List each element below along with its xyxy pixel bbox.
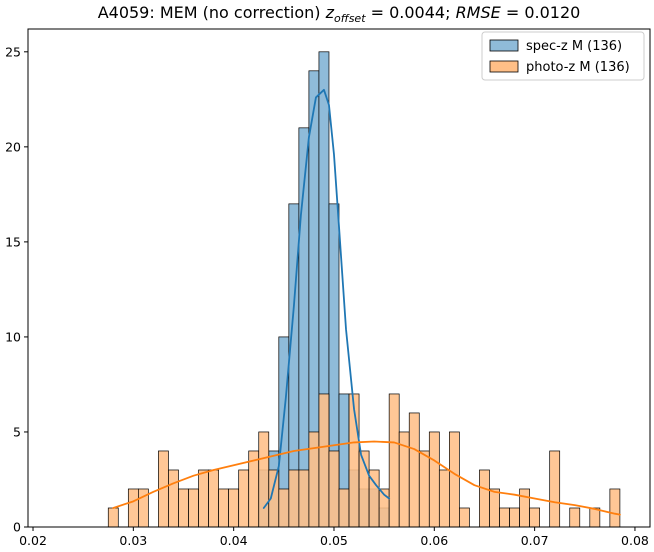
photo-z-bar-13 — [238, 469, 250, 528]
photo-z-bar-21 — [318, 393, 330, 528]
photo-z-bar-37 — [479, 469, 490, 528]
photo-z-bars — [107, 393, 621, 528]
chart-title-z-value: = 0.0044; — [366, 3, 456, 22]
photo-z-bar-38 — [489, 488, 500, 528]
photo-z-bar-17 — [278, 488, 290, 528]
x-tick-label-2: 0.04 — [220, 533, 248, 548]
photo-z-bar-30 — [408, 412, 420, 528]
photo-z-bar-19 — [298, 469, 310, 528]
legend-swatch-spec-z — [489, 39, 519, 52]
photo-z-bar-40 — [509, 507, 520, 528]
photo-z-bar-9 — [198, 469, 209, 528]
photo-z-bar-6 — [168, 469, 179, 528]
photo-z-bar-2 — [127, 488, 139, 528]
photo-z-bar-31 — [418, 450, 430, 528]
chart-title-rmse-value: = 0.0120 — [501, 3, 581, 22]
photo-z-bar-11 — [218, 488, 229, 528]
photo-z-bar-42 — [529, 507, 540, 528]
chart-title: A4059: MEM (no correction) zoffset = 0.0… — [98, 3, 581, 25]
legend-swatch-photo-z — [489, 60, 519, 73]
x-tick-label-6: 0.08 — [621, 533, 649, 548]
photo-z-bar-39 — [499, 507, 510, 528]
y-tick-label-3: 15 — [5, 234, 21, 249]
y-axis-ticks: 0 5 10 15 20 25 — [5, 44, 28, 535]
photo-z-bar-23 — [338, 488, 350, 528]
y-tick-label-0: 0 — [13, 520, 21, 535]
chart-title-prefix: A4059: MEM (no correction) — [98, 3, 326, 22]
legend-label-spec-z: spec-z M (136) — [526, 39, 622, 54]
photo-z-bar-28 — [388, 393, 400, 528]
photo-z-bar-0 — [107, 507, 119, 528]
photo-z-bar-10 — [208, 469, 219, 528]
y-tick-label-1: 5 — [13, 424, 21, 439]
legend-box — [481, 31, 645, 81]
y-tick-label-2: 10 — [5, 329, 21, 344]
legend-label-photo-z: photo-z M (136) — [526, 60, 630, 75]
photo-z-bar-8 — [188, 488, 199, 528]
y-tick-label-5: 25 — [5, 44, 21, 59]
photo-z-bar-14 — [248, 450, 260, 528]
legend: spec-z M (136) photo-z M (136) — [481, 31, 645, 81]
photo-z-bar-7 — [178, 488, 189, 528]
photo-z-bar-18 — [288, 469, 300, 528]
chart-title-z-subscript: offset — [334, 12, 366, 25]
photo-z-bar-34 — [449, 431, 460, 528]
x-tick-label-0: 0.02 — [19, 533, 47, 548]
photo-z-bar-33 — [438, 469, 450, 528]
x-tick-label-4: 0.06 — [420, 533, 448, 548]
spec-z-kde-line — [262, 88, 391, 509]
photo-z-bar-20 — [308, 431, 320, 528]
x-axis-ticks: 0.02 0.03 0.04 0.05 0.06 0.07 0.08 — [19, 527, 649, 548]
y-tick-label-4: 20 — [5, 139, 21, 154]
plot-frame — [27, 28, 651, 528]
x-tick-label-1: 0.03 — [119, 533, 147, 548]
photo-z-bar-50 — [609, 488, 621, 528]
x-tick-label-3: 0.05 — [320, 533, 348, 548]
photo-z-bar-48 — [589, 507, 601, 528]
kde-curves — [112, 88, 621, 516]
photo-z-bar-22 — [328, 450, 340, 528]
photo-z-bar-41 — [519, 488, 530, 528]
photo-z-bar-12 — [228, 488, 240, 528]
photo-z-bar-35 — [459, 507, 470, 528]
chart-title-rmse-label: RMSE — [456, 3, 502, 22]
x-tick-label-5: 0.07 — [521, 533, 549, 548]
photo-z-kde-line — [112, 440, 621, 516]
photo-z-bar-15 — [258, 431, 270, 528]
photo-z-bar-46 — [569, 507, 581, 528]
photo-z-bar-32 — [428, 431, 440, 528]
chart-title-z: z — [325, 3, 335, 22]
photo-z-bar-44 — [549, 450, 561, 528]
